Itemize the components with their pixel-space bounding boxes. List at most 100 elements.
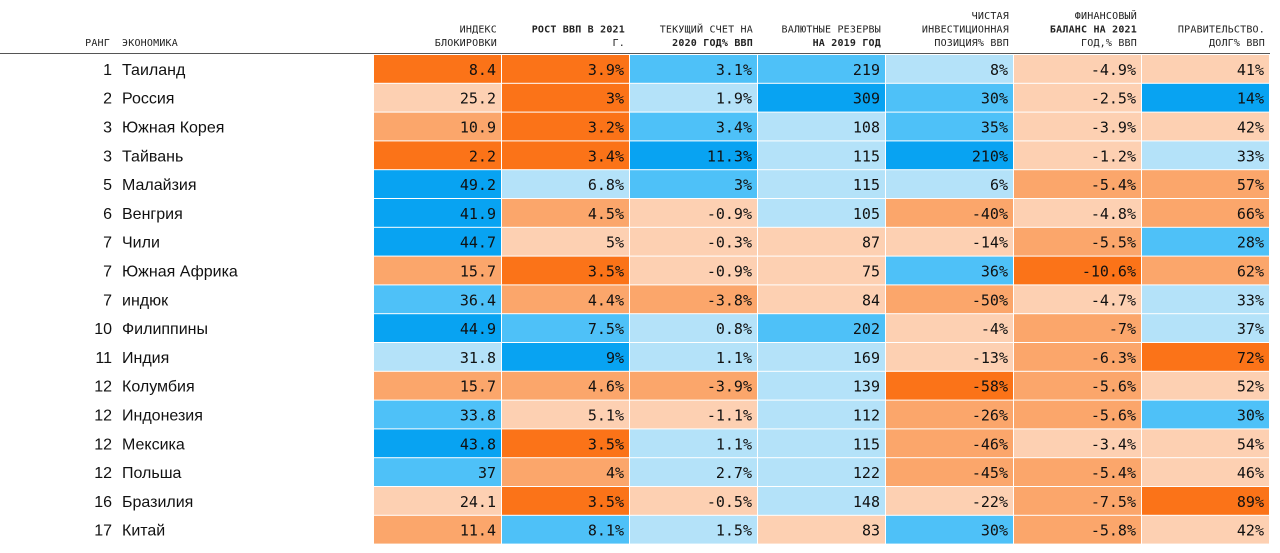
heat-cell xyxy=(1014,400,1141,429)
heat-cell xyxy=(1014,285,1141,314)
value-cell: 2.7% xyxy=(716,464,752,482)
value-cell: 3% xyxy=(606,90,624,108)
value-cell: -5.6% xyxy=(1091,407,1136,425)
heat-cell xyxy=(1014,429,1141,458)
heat-cell xyxy=(502,170,629,198)
value-cell: -22% xyxy=(972,493,1008,511)
value-cell: 10.9 xyxy=(460,119,496,137)
rank-cell: 12 xyxy=(94,408,112,425)
value-cell: 72% xyxy=(1237,349,1264,367)
rank-cell: 11 xyxy=(95,350,112,367)
value-cell: 30% xyxy=(981,522,1008,540)
value-cell: 84 xyxy=(862,291,880,309)
heat-cell xyxy=(1142,458,1269,486)
value-cell: 41.9 xyxy=(460,205,496,223)
heat-cell xyxy=(502,429,629,458)
heat-cell xyxy=(1142,314,1269,342)
value-cell: 3% xyxy=(734,176,752,194)
heat-cell xyxy=(886,141,1013,170)
heat-cell xyxy=(1142,285,1269,314)
value-cell: 105 xyxy=(853,205,880,223)
value-cell: 148 xyxy=(853,493,880,511)
value-cell: 1.5% xyxy=(716,522,752,540)
heat-cell xyxy=(630,343,757,371)
value-cell: 2.2 xyxy=(469,147,496,165)
heat-cell xyxy=(374,112,501,141)
value-cell: -5.6% xyxy=(1091,378,1136,396)
value-cell: 1.1% xyxy=(716,349,752,367)
rank-cell: 7 xyxy=(103,292,112,309)
value-cell: 3.9% xyxy=(588,61,624,79)
heat-cell xyxy=(630,515,757,544)
value-cell: 37 xyxy=(478,464,496,482)
heat-cell xyxy=(1014,487,1141,515)
heat-cell xyxy=(374,199,501,227)
economy-cell: индюк xyxy=(122,292,169,309)
value-cell: 8% xyxy=(990,61,1008,79)
heat-cell xyxy=(1142,487,1269,515)
value-cell: 89% xyxy=(1237,493,1264,511)
header-rank: РАНГ xyxy=(85,38,110,49)
heat-cell xyxy=(374,458,501,486)
heat-cell xyxy=(886,343,1013,371)
heat-cell xyxy=(374,314,501,342)
value-cell: 3.5% xyxy=(588,493,624,511)
value-cell: 87 xyxy=(862,234,880,252)
heat-cell xyxy=(1014,256,1141,285)
value-cell: 4% xyxy=(606,464,624,482)
value-cell: 1.1% xyxy=(716,435,752,453)
value-cell: 219 xyxy=(853,61,880,79)
value-cell: 8.1% xyxy=(588,522,624,540)
value-cell: 115 xyxy=(853,435,880,453)
value-cell: 112 xyxy=(853,407,880,425)
heat-cell xyxy=(886,55,1013,83)
value-cell: 115 xyxy=(853,176,880,194)
value-cell: 62% xyxy=(1237,263,1264,281)
value-cell: 3.4% xyxy=(588,147,624,165)
value-cell: -5.8% xyxy=(1091,522,1136,540)
value-cell: -0.3% xyxy=(707,234,752,252)
heat-cell xyxy=(630,487,757,515)
heat-cell xyxy=(374,170,501,198)
value-cell: 57% xyxy=(1237,176,1264,194)
value-cell: -0.5% xyxy=(707,493,752,511)
value-cell: 7.5% xyxy=(588,320,624,338)
value-cell: 42% xyxy=(1237,522,1264,540)
heat-cell xyxy=(630,458,757,486)
heat-cell xyxy=(1014,314,1141,342)
value-cell: 309 xyxy=(853,90,880,108)
rank-cell: 10 xyxy=(94,321,112,338)
value-cell: 139 xyxy=(853,378,880,396)
rank-cell: 12 xyxy=(94,436,112,453)
heat-cell xyxy=(886,256,1013,285)
value-cell: 25.2 xyxy=(460,90,496,108)
value-cell: -5.5% xyxy=(1091,234,1136,252)
column-header-current_account: 2020 ГОД% ВВП xyxy=(672,38,753,49)
heat-cell xyxy=(502,487,629,515)
heat-cell xyxy=(630,371,757,400)
heat-cell xyxy=(758,199,885,227)
value-cell: 3.5% xyxy=(588,435,624,453)
rank-cell: 1 xyxy=(103,62,112,79)
heat-cell xyxy=(1142,429,1269,458)
heat-cell xyxy=(630,400,757,429)
heat-cell xyxy=(630,429,757,458)
column-header-fiscal_balance: ФИНАНСОВЫЙ xyxy=(1075,9,1137,22)
value-cell: 8.4 xyxy=(469,61,496,79)
economy-cell: Польша xyxy=(122,465,182,482)
value-cell: -1.2% xyxy=(1091,147,1136,165)
heat-cell xyxy=(502,400,629,429)
heat-cell xyxy=(374,400,501,429)
heat-cell xyxy=(374,515,501,544)
heat-cell xyxy=(374,343,501,371)
value-cell: 36.4 xyxy=(460,291,496,309)
heat-cell xyxy=(1014,199,1141,227)
value-cell: -4.8% xyxy=(1091,205,1136,223)
value-cell: 33% xyxy=(1237,291,1264,309)
heat-cell xyxy=(1142,83,1269,112)
heat-cell xyxy=(630,55,757,83)
heat-cell xyxy=(1142,170,1269,198)
value-cell: -58% xyxy=(972,378,1008,396)
value-cell: 15.7 xyxy=(460,378,496,396)
value-cell: -5.4% xyxy=(1091,176,1136,194)
